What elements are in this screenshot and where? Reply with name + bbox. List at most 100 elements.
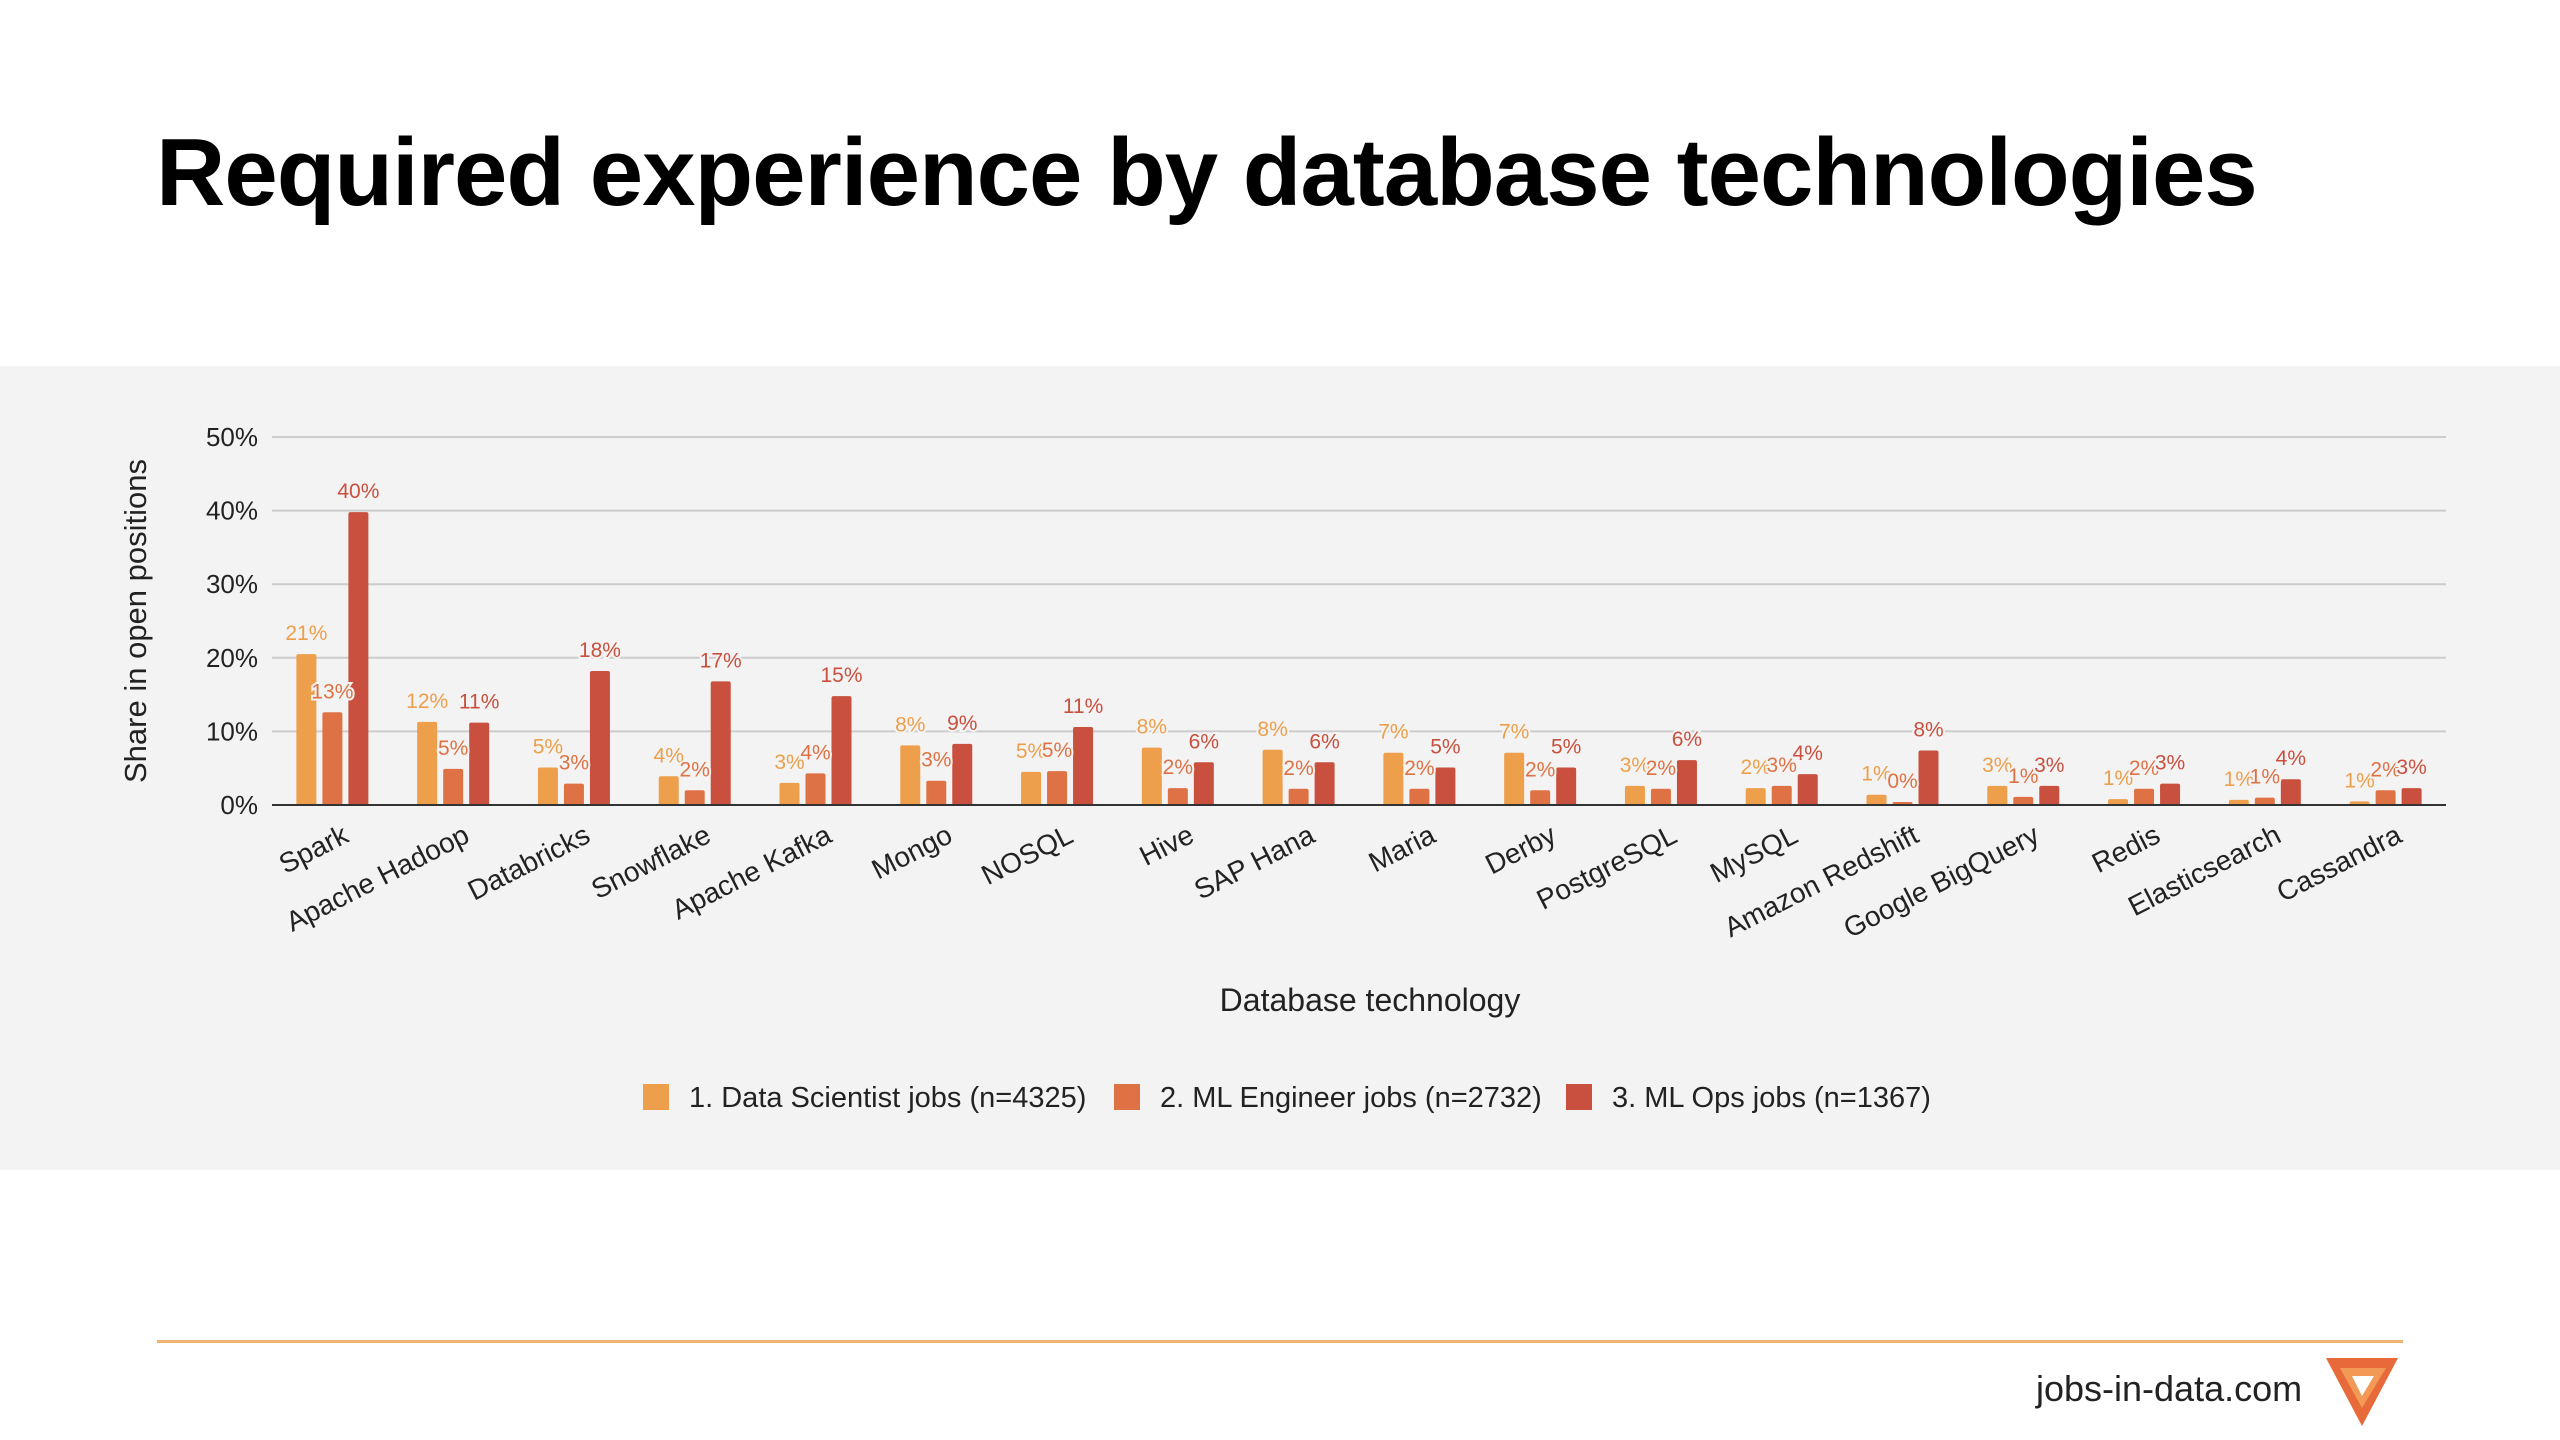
- data-label: 9%: [947, 712, 977, 735]
- bar: [1624, 785, 1645, 805]
- data-label: 1%: [2008, 765, 2038, 788]
- data-label: 8%: [1913, 719, 1943, 742]
- data-label: 11%: [459, 691, 499, 714]
- data-label: 8%: [1257, 718, 1287, 741]
- data-label: 6%: [1189, 730, 1219, 753]
- bar: [296, 654, 317, 805]
- footer-url[interactable]: jobs-in-data.com: [2036, 1368, 2303, 1409]
- bar: [589, 671, 610, 805]
- data-label: 2%: [1741, 756, 1771, 779]
- data-label: 2%: [1525, 758, 1555, 781]
- jobs-in-data-logo-icon: [2326, 1358, 2398, 1426]
- bar: [348, 512, 369, 805]
- data-label: 5%: [1016, 740, 1046, 763]
- x-tick-label: Maria: [1364, 819, 1441, 879]
- data-label: 4%: [654, 744, 684, 767]
- bar: [1530, 790, 1551, 805]
- data-label: 3%: [921, 749, 951, 772]
- data-label: 7%: [1378, 721, 1408, 744]
- y-tick-label: 20%: [206, 643, 258, 673]
- legend-label: 3. ML Ops jobs (n=1367): [1612, 1082, 1931, 1114]
- y-tick-label: 10%: [206, 716, 258, 746]
- y-tick-label: 50%: [206, 422, 258, 452]
- data-label: 1%: [2250, 766, 2280, 789]
- bar: [1866, 794, 1887, 805]
- data-label: 2%: [1646, 757, 1676, 780]
- bar: [322, 712, 343, 805]
- x-tick-label: Spark: [274, 818, 354, 879]
- data-label: 5%: [438, 737, 468, 760]
- data-label: 2%: [1163, 756, 1193, 779]
- bar: [2134, 788, 2155, 805]
- bar: [1047, 771, 1068, 805]
- data-label: 2%: [1404, 757, 1434, 780]
- data-label: 3%: [1620, 754, 1650, 777]
- data-label: 3%: [774, 751, 804, 774]
- data-label: 8%: [895, 713, 925, 736]
- x-tick-label: SAP Hana: [1189, 819, 1319, 906]
- gridlines: [272, 436, 2446, 733]
- footer-divider: [157, 1340, 2403, 1343]
- legend: 1. Data Scientist jobs (n=4325) 2. ML Eng…: [643, 1082, 1931, 1114]
- data-label: 3%: [2155, 752, 2185, 775]
- x-tick-label: Databricks: [463, 819, 595, 907]
- bar: [710, 681, 731, 805]
- data-label: 17%: [700, 649, 742, 672]
- bar: [1141, 747, 1162, 805]
- bar: [1383, 752, 1404, 805]
- legend-swatch: [1566, 1084, 1592, 1110]
- bar: [443, 768, 464, 805]
- data-label: 4%: [1793, 742, 1823, 765]
- legend-swatch: [1114, 1084, 1140, 1110]
- data-label: 6%: [1309, 730, 1339, 753]
- data-label: 13%: [311, 680, 353, 703]
- bar: [1650, 788, 1671, 805]
- data-label: 8%: [1137, 716, 1167, 739]
- bar: [1021, 771, 1042, 805]
- bar: [900, 745, 921, 805]
- bar: [469, 722, 490, 805]
- data-label: 2%: [2370, 758, 2400, 781]
- data-label: 3%: [2034, 754, 2064, 777]
- data-label: 5%: [1430, 735, 1460, 758]
- bar: [1409, 788, 1430, 805]
- bar: [2039, 785, 2060, 805]
- data-label: 3%: [2396, 756, 2426, 779]
- bar: [1167, 788, 1188, 805]
- data-label: 7%: [1499, 721, 1529, 744]
- bar: [2401, 788, 2422, 805]
- bar: [1918, 750, 1939, 805]
- data-label: 1%: [2344, 769, 2374, 792]
- x-axis-title: Database technology: [1220, 982, 1521, 1018]
- bar: [1745, 788, 1766, 805]
- data-label: 2%: [1283, 757, 1313, 780]
- data-label: 5%: [1551, 735, 1581, 758]
- y-tick-label: 0%: [220, 790, 258, 820]
- bar: [563, 783, 584, 805]
- data-label: 40%: [337, 480, 379, 503]
- data-label: 11%: [1063, 695, 1103, 718]
- y-axis-title: Share in open positions: [118, 459, 153, 783]
- bar: [684, 790, 705, 805]
- bar: [1435, 767, 1456, 805]
- bar: [2228, 799, 2249, 805]
- data-label: 3%: [1767, 754, 1797, 777]
- bar: [1797, 774, 1818, 805]
- bar: [2108, 799, 2129, 805]
- legend-swatch: [643, 1084, 669, 1110]
- bar: [1504, 752, 1525, 805]
- data-label: 2%: [680, 758, 710, 781]
- x-tick-label: Redis: [2087, 819, 2165, 879]
- data-label: 4%: [2276, 747, 2306, 770]
- data-label: 1%: [2103, 767, 2133, 790]
- chart-panel: 0% 10% 20% 30% 40% 50% 21% 13% 40% 12% 5% 11% 5% 3% 1…: [0, 366, 2560, 1170]
- bar: [537, 767, 558, 805]
- bar: [952, 743, 973, 805]
- bar: [658, 776, 679, 805]
- bar: [1262, 749, 1283, 805]
- x-tick-label: Hive: [1135, 819, 1199, 872]
- x-tick-label: Derby: [1480, 819, 1561, 881]
- bar: [1556, 767, 1577, 805]
- data-label: 1%: [2224, 768, 2254, 791]
- page-title: Required experience by database technolo…: [156, 119, 2258, 226]
